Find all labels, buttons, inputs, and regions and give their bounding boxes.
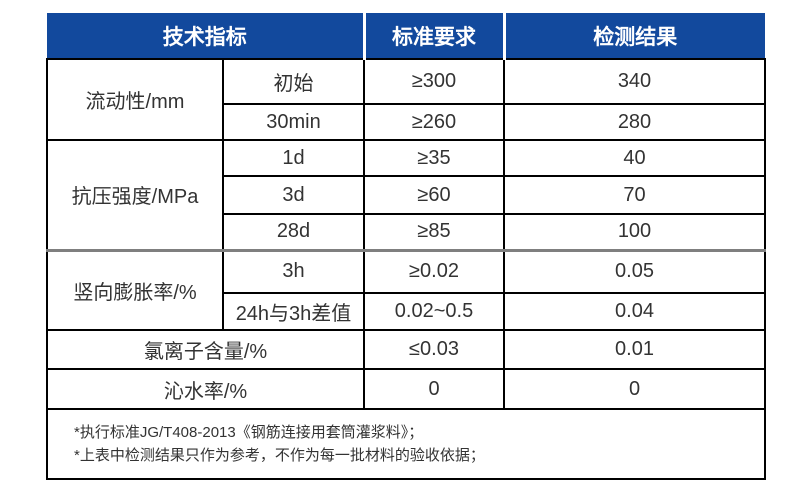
- item-label: 3h: [222, 248, 365, 294]
- standard-value: ≥260: [363, 103, 505, 141]
- table-row: 沁水率/% 0 0: [46, 368, 766, 410]
- item-label: 3d: [222, 175, 365, 215]
- table-row: 30min ≥260 280: [47, 103, 766, 141]
- notes-row: *执行标准JG/T408-2013《钢筋连接用套筒灌浆料》； *上表中检测结果只…: [46, 408, 766, 480]
- note-line-2: *上表中检测结果只作为参考，不作为每一批材料的验收依据；: [74, 447, 485, 464]
- header-row: 技术指标 标准要求 检测结果: [47, 13, 765, 59]
- result-value: 40: [503, 139, 766, 177]
- category-vertical-expansion: 竖向膨胀率/%: [46, 248, 224, 331]
- item-label: 初始: [222, 58, 365, 105]
- table-row: 抗压强度/MPa 1d ≥35 40: [46, 139, 766, 251]
- result-value: 100: [503, 213, 766, 251]
- result-value: 0: [503, 368, 766, 410]
- result-value: 0.01: [503, 329, 766, 370]
- notes-cell: *执行标准JG/T408-2013《钢筋连接用套筒灌浆料》； *上表中检测结果只…: [46, 408, 766, 480]
- result-value: 340: [503, 58, 766, 105]
- result-value: 0.04: [503, 292, 766, 331]
- item-label: 1d: [222, 139, 365, 177]
- standard-value: ≥60: [363, 175, 505, 215]
- result-value: 0.05: [503, 248, 766, 294]
- result-value: 280: [503, 103, 766, 141]
- item-label: 30min: [222, 103, 365, 141]
- standard-value: ≤0.03: [363, 329, 505, 370]
- standard-value: ≥35: [363, 139, 505, 177]
- spec-table: 技术指标 标准要求 检测结果 流动性/mm 初始 ≥300 340 30min …: [46, 13, 766, 480]
- table-row: 流动性/mm 初始 ≥300 340: [46, 58, 766, 141]
- header-cell-standard: 标准要求: [362, 13, 504, 59]
- header-cell-indicator: 技术指标: [47, 13, 364, 59]
- category-chloride-content: 氯离子含量/%: [46, 329, 365, 370]
- table-row: 竖向膨胀率/% 3h ≥0.02 0.05: [46, 248, 766, 331]
- spec-table-container: 技术指标 标准要求 检测结果 流动性/mm 初始 ≥300 340 30min …: [46, 13, 766, 480]
- standard-value: ≥85: [363, 213, 505, 251]
- item-label: 28d: [222, 213, 365, 251]
- category-bleeding-rate: 沁水率/%: [46, 368, 365, 410]
- note-line-1: *执行标准JG/T408-2013《钢筋连接用套筒灌浆料》；: [74, 423, 424, 441]
- table-row: 28d ≥85 100: [47, 213, 766, 251]
- table-row: 氯离子含量/% ≤0.03 0.01: [46, 329, 766, 370]
- table-row: 24h与3h差值 0.02~0.5 0.04: [47, 292, 766, 331]
- category-compressive-strength: 抗压强度/MPa: [46, 139, 224, 251]
- standard-value: 0: [363, 368, 505, 410]
- result-value: 70: [503, 175, 766, 215]
- item-label: 24h与3h差值: [222, 292, 365, 331]
- standard-value: 0.02~0.5: [363, 292, 505, 331]
- header-cell-result: 检测结果: [502, 13, 765, 59]
- category-fluidity: 流动性/mm: [46, 58, 224, 141]
- standard-value: ≥300: [363, 58, 505, 105]
- standard-value: ≥0.02: [363, 248, 505, 294]
- table-row: 3d ≥60 70: [47, 175, 766, 215]
